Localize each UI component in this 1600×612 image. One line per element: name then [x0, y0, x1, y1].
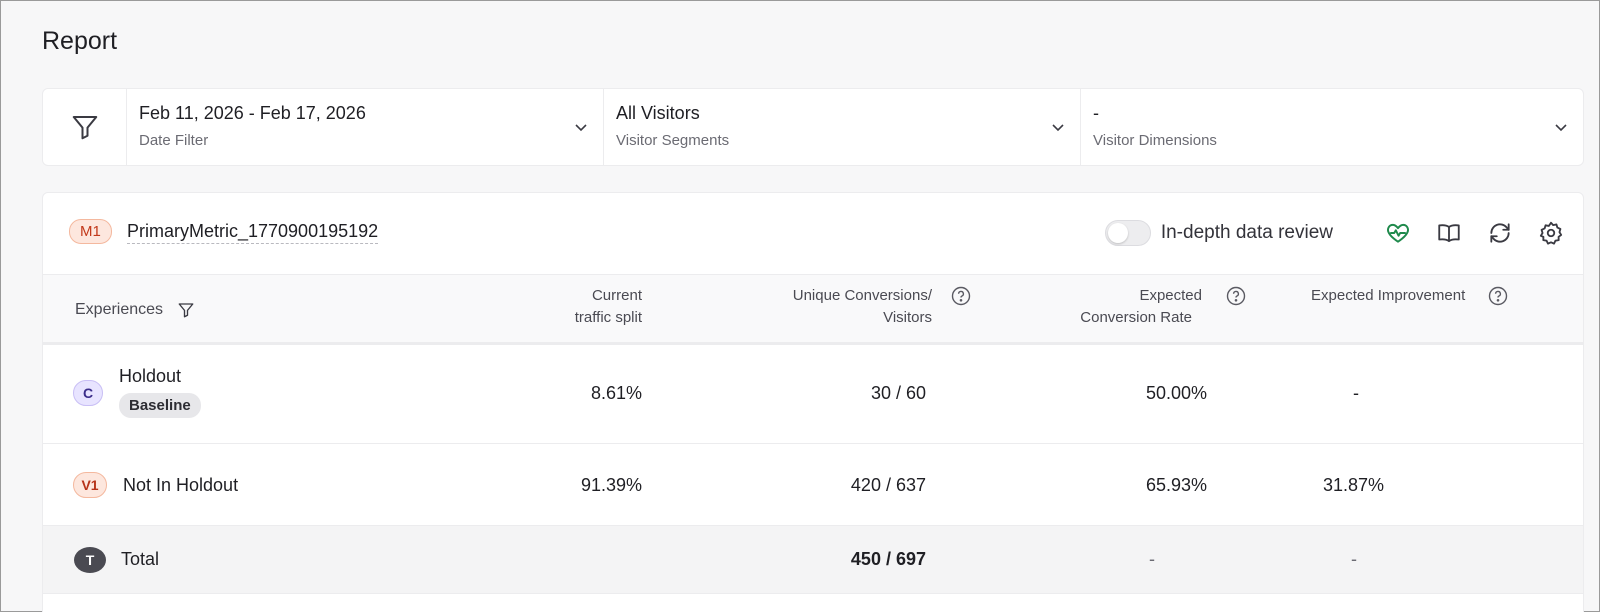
filter-icon[interactable]: [177, 301, 195, 319]
visitor-segments-value: All Visitors: [616, 103, 700, 123]
metric-name[interactable]: PrimaryMetric_1770900195192: [127, 221, 379, 244]
header-actions: In-depth data review: [1104, 219, 1565, 247]
conversions-header: Unique Conversions/ Visitors: [793, 285, 932, 329]
rate-header-line2: Conversion Rate: [1080, 309, 1192, 326]
total-rate-value: -: [1149, 549, 1155, 569]
table-row[interactable]: C Holdout Baseline 8.61% 30 / 60 50.00% …: [43, 345, 1583, 444]
table-row[interactable]: V1 Not In Holdout 91.39% 420 / 637 65.93…: [43, 444, 1583, 526]
date-filter-label: Date Filter: [139, 132, 209, 149]
visitor-segments-dropdown[interactable]: All Visitors Visitor Segments: [604, 89, 1081, 165]
conversions-value: 420 / 637: [850, 475, 926, 495]
experience-name: Not In Holdout: [123, 475, 239, 495]
toggle-knob: [1107, 223, 1128, 243]
total-conversions-value: 450 / 697: [850, 549, 926, 569]
date-filter-value: Feb 11, 2026 - Feb 17, 2026: [139, 103, 366, 123]
visitor-dimensions-dropdown[interactable]: - Visitor Dimensions: [1081, 89, 1583, 165]
funnel-icon: [72, 116, 97, 140]
table-header: Experiences Current traffic split Unique…: [43, 275, 1583, 345]
metric-badge: M1: [69, 219, 112, 244]
visitor-dimensions-label: Visitor Dimensions: [1093, 132, 1217, 149]
filter-button[interactable]: [43, 89, 127, 165]
date-filter-dropdown[interactable]: Feb 11, 2026 - Feb 17, 2026 Date Filter: [127, 89, 604, 165]
chevron-down-icon: [1052, 124, 1064, 132]
page-title: Report: [42, 27, 118, 55]
in-depth-review-label: In-depth data review: [1160, 222, 1333, 243]
refresh-icon: [1490, 223, 1510, 243]
visitor-dimensions-value: -: [1093, 103, 1099, 123]
settings-button[interactable]: [1537, 219, 1565, 247]
refresh-button[interactable]: [1486, 219, 1514, 247]
visitor-segments-label: Visitor Segments: [616, 132, 730, 149]
variation-badge: V1: [73, 472, 107, 498]
variation-badge: C: [73, 380, 103, 406]
experiences-header: Experiences: [75, 301, 164, 318]
baseline-tag: Baseline: [119, 393, 201, 418]
expected-improvement-value: -: [1353, 383, 1359, 403]
gear-icon: [1539, 221, 1563, 245]
book-icon: [1438, 224, 1460, 243]
conversions-value: 30 / 60: [870, 383, 926, 403]
total-row: T Total 450 / 697 - -: [43, 526, 1583, 594]
experience-name: Holdout: [119, 366, 182, 386]
traffic-split-value: 91.39%: [580, 475, 642, 495]
rate-header-line1: Expected: [1139, 287, 1202, 304]
conversions-header-line2: Visitors: [883, 309, 932, 326]
total-improvement-value: -: [1351, 549, 1357, 569]
expected-improvement-value: 31.87%: [1323, 475, 1385, 495]
docs-button[interactable]: [1435, 219, 1463, 247]
chevron-down-icon: [1555, 124, 1567, 132]
help-icon[interactable]: [1226, 286, 1246, 306]
expected-rate-value: 50.00%: [1145, 383, 1207, 403]
health-check-button[interactable]: [1384, 219, 1412, 247]
traffic-split-value: 8.61%: [590, 383, 642, 403]
expected-rate-header: Expected Conversion Rate: [1080, 285, 1202, 329]
help-icon[interactable]: [951, 286, 971, 306]
heart-pulse-icon: [1387, 223, 1409, 243]
expected-rate-value: 65.93%: [1145, 475, 1207, 495]
help-icon[interactable]: [1488, 286, 1508, 306]
filter-bar: Feb 11, 2026 - Feb 17, 2026 Date Filter …: [42, 88, 1584, 166]
metric-card: M1 PrimaryMetric_1770900195192 In-depth …: [42, 192, 1584, 612]
total-label: Total: [121, 549, 160, 569]
traffic-split-header: Current traffic split: [575, 285, 642, 329]
in-depth-review-toggle[interactable]: [1104, 220, 1151, 246]
traffic-header-line2: traffic split: [574, 309, 642, 326]
traffic-header-line1: Current: [591, 287, 642, 304]
conversions-header-line1: Unique Conversions/: [792, 287, 932, 304]
total-badge: T: [74, 547, 106, 573]
chevron-down-icon: [575, 124, 587, 132]
metric-card-header: M1 PrimaryMetric_1770900195192 In-depth …: [43, 193, 1583, 275]
expected-improvement-header: Expected Improvement: [1311, 287, 1466, 304]
